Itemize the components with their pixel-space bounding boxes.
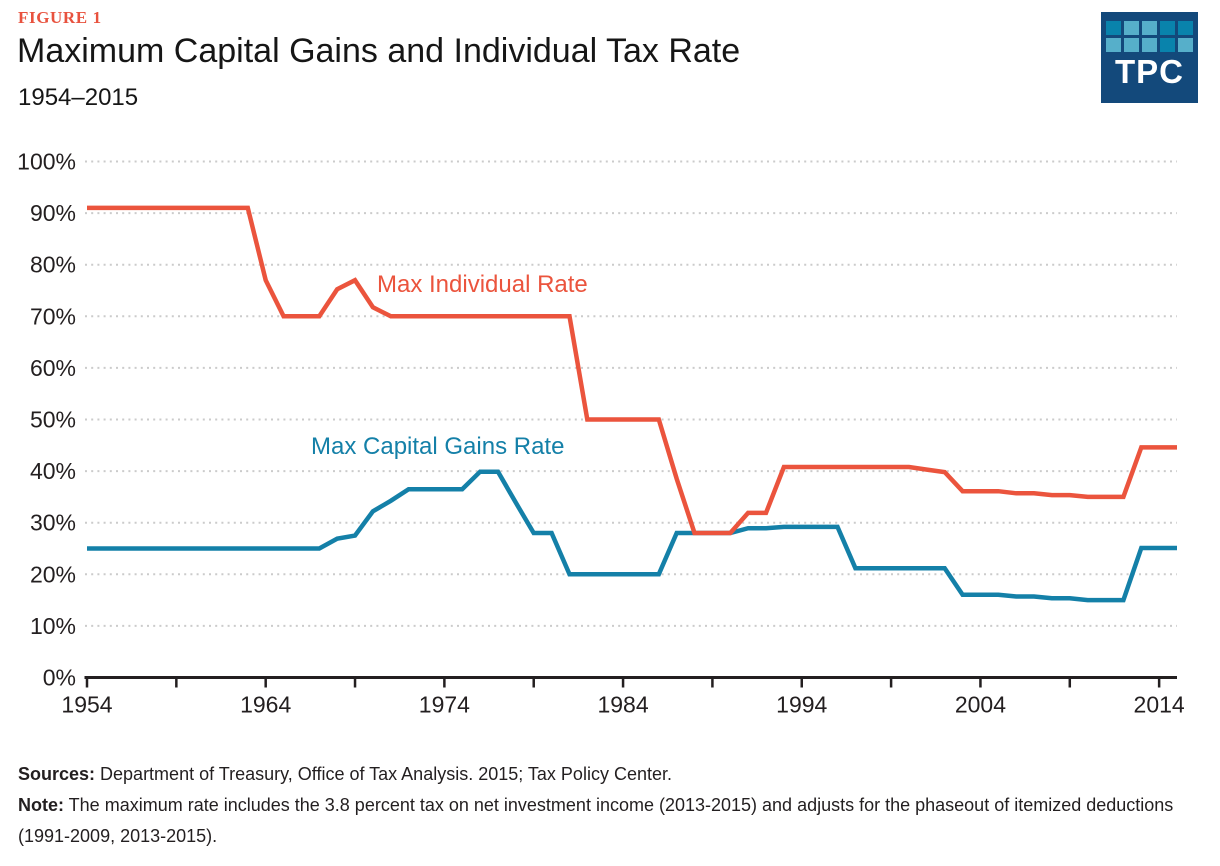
y-tick-label: 100% [17, 149, 76, 175]
logo-square [1124, 38, 1139, 52]
line-chart: 0% 10% 20% 30% 40% 50% 60% 70% 80% 90% 100% 1954 196… [17, 149, 1185, 718]
logo-square [1106, 38, 1121, 52]
logo-square [1124, 21, 1139, 35]
figure-number-label: FIGURE 1 [18, 8, 102, 27]
page-title: Maximum Capital Gains and Individual Tax… [17, 32, 741, 70]
y-tick-label: 50% [30, 407, 76, 433]
logo-square [1160, 21, 1175, 35]
x-tick-label: 1954 [61, 692, 112, 718]
x-tick-label: 1964 [240, 692, 291, 718]
series-line [87, 205, 1177, 536]
sources-line: Sources: Department of Treasury, Office … [18, 759, 1198, 790]
y-tick-label: 20% [30, 561, 76, 587]
x-tick-label: 2014 [1134, 692, 1185, 718]
x-tick-label: 2004 [955, 692, 1006, 718]
y-tick-label: 70% [30, 303, 76, 329]
logo-square [1142, 21, 1157, 35]
y-tick-label: 30% [30, 510, 76, 536]
tpc-logo-text: TPC [1115, 53, 1184, 90]
note-line: Note: The maximum rate includes the 3.8 … [18, 790, 1198, 852]
tpc-logo-squares-icon [1106, 21, 1193, 52]
series-label-capital-gains: Max Capital Gains Rate [311, 433, 565, 460]
logo-square [1106, 21, 1121, 35]
y-tick-label: 90% [30, 200, 76, 226]
series-label-individual: Max Individual Rate [377, 271, 588, 298]
logo-square [1178, 21, 1193, 35]
tpc-logo: TPC [1101, 12, 1198, 103]
note-label: Note: [18, 795, 64, 815]
sources-text: Department of Treasury, Office of Tax An… [95, 764, 672, 784]
logo-square [1178, 38, 1193, 52]
footer-notes: Sources: Department of Treasury, Office … [18, 759, 1198, 852]
logo-square [1142, 38, 1157, 52]
x-tick-label: 1994 [776, 692, 827, 718]
y-tick-label: 60% [30, 355, 76, 381]
page-subtitle: 1954–2015 [18, 84, 139, 111]
x-tick-label: 1974 [419, 692, 470, 718]
logo-square [1160, 38, 1175, 52]
y-tick-label: 10% [30, 613, 76, 639]
y-tick-label: 0% [43, 665, 76, 691]
x-tick-label: 1984 [597, 692, 648, 718]
sources-label: Sources: [18, 764, 96, 784]
note-text: The maximum rate includes the 3.8 percen… [18, 795, 1174, 846]
y-tick-label: 80% [30, 252, 76, 278]
y-tick-label: 40% [30, 458, 76, 484]
